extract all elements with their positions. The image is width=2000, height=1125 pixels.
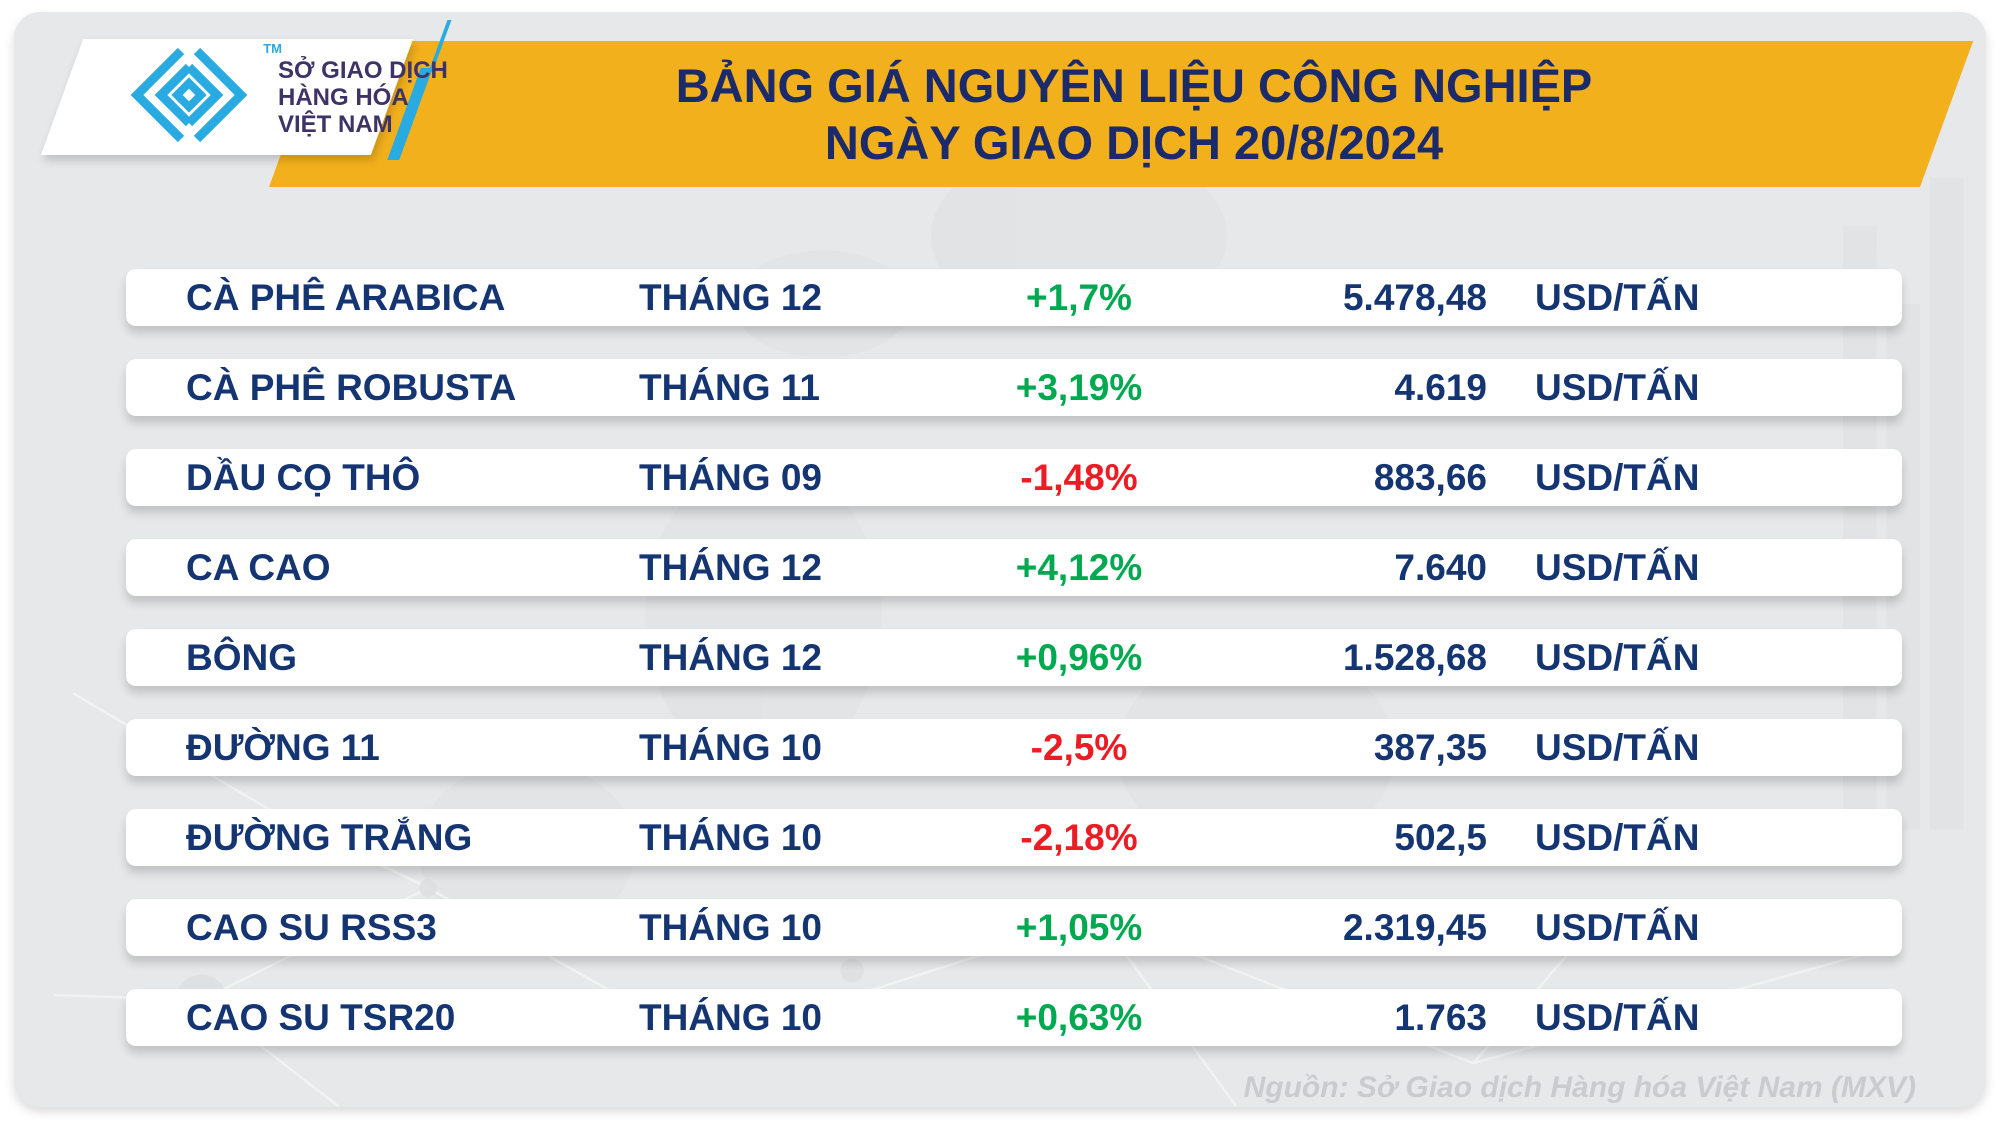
price-value: 502,5 [1394,816,1487,858]
price-unit: USD/TẤN [1535,726,1700,768]
change-percent: -1,48% [1020,456,1138,498]
table-row: ĐƯỜNG 11 THÁNG 10 -2,5% 387,35 USD/TẤN [126,719,1902,776]
source-credit: Nguồn: Sở Giao dịch Hàng hóa Việt Nam (M… [1243,1071,1916,1104]
price-value: 1.763 [1394,996,1487,1038]
trademark-label: TM [263,40,282,56]
table-row: BÔNG THÁNG 12 +0,96% 1.528,68 USD/TẤN [126,629,1902,686]
commodity-name: ĐƯỜNG TRẮNG [186,816,473,858]
contract-month: THÁNG 12 [639,276,822,318]
price-unit: USD/TẤN [1535,366,1700,408]
commodity-name: CÀ PHÊ ROBUSTA [186,366,517,408]
contract-month: THÁNG 12 [639,636,822,678]
price-unit: USD/TẤN [1535,636,1700,678]
price-unit: USD/TẤN [1535,456,1700,498]
price-unit: USD/TẤN [1535,906,1700,948]
commodity-name: CAO SU TSR20 [186,996,456,1038]
table-row: CAO SU RSS3 THÁNG 10 +1,05% 2.319,45 USD… [126,899,1902,956]
contract-month: THÁNG 12 [639,546,822,588]
commodity-name: BÔNG [186,636,297,678]
price-unit: USD/TẤN [1535,996,1700,1038]
table-row: CÀ PHÊ ROBUSTA THÁNG 11 +3,19% 4.619 USD… [126,359,1902,416]
mxv-logo: TM SỞ GIAO DỊCH HÀNG HÓA VIỆT NAM [62,39,448,155]
price-value: 2.319,45 [1342,906,1487,948]
change-percent: +0,96% [1015,636,1143,678]
commodity-name: CAO SU RSS3 [186,906,437,948]
contract-month: THÁNG 10 [639,726,822,768]
change-percent: +1,05% [1015,906,1143,948]
price-unit: USD/TẤN [1535,816,1700,858]
commodity-name: DẦU CỌ THÔ [186,456,421,498]
table-row: ĐƯỜNG TRẮNG THÁNG 10 -2,18% 502,5 USD/TẤ… [126,809,1902,866]
price-rows: CÀ PHÊ ARABICA THÁNG 12 +1,7% 5.478,48 U… [126,269,1902,1079]
change-percent: -2,18% [1020,816,1138,858]
price-unit: USD/TẤN [1535,546,1700,588]
price-value: 387,35 [1373,726,1487,768]
commodity-name: CÀ PHÊ ARABICA [186,276,506,318]
contract-month: THÁNG 09 [639,456,822,498]
mxv-logo-icon: TM [114,41,282,150]
contract-month: THÁNG 11 [639,366,820,408]
price-value: 883,66 [1373,456,1487,498]
table-row: CÀ PHÊ ARABICA THÁNG 12 +1,7% 5.478,48 U… [126,269,1902,326]
page-title: BẢNG GIÁ NGUYÊN LIỆU CÔNG NGHIỆP NGÀY GI… [314,41,1954,187]
price-value: 5.478,48 [1342,276,1487,318]
commodity-name: CA CAO [186,546,331,588]
contract-month: THÁNG 10 [639,996,822,1038]
content-canvas: TM SỞ GIAO DỊCH HÀNG HÓA VIỆT NAM BẢNG G… [14,12,1986,1107]
page-title-line2: NGÀY GIAO DỊCH 20/8/2024 [824,116,1444,169]
table-row: CA CAO THÁNG 12 +4,12% 7.640 USD/TẤN [126,539,1902,596]
mxv-logo-plate: TM SỞ GIAO DỊCH HÀNG HÓA VIỆT NAM [40,39,448,155]
page-title-line1: BẢNG GIÁ NGUYÊN LIỆU CÔNG NGHIỆP [675,59,1593,112]
price-value: 1.528,68 [1342,636,1487,678]
price-value: 4.619 [1394,366,1487,408]
change-percent: -2,5% [1030,726,1128,768]
change-percent: +4,12% [1015,546,1143,588]
change-percent: +0,63% [1015,996,1143,1038]
price-value: 7.640 [1394,546,1487,588]
table-row: DẦU CỌ THÔ THÁNG 09 -1,48% 883,66 USD/TẤ… [126,449,1902,506]
price-unit: USD/TẤN [1535,276,1700,318]
change-percent: +3,19% [1015,366,1143,408]
change-percent: +1,7% [1026,276,1132,318]
table-row: CAO SU TSR20 THÁNG 10 +0,63% 1.763 USD/T… [126,989,1902,1046]
contract-month: THÁNG 10 [639,816,822,858]
commodity-name: ĐƯỜNG 11 [186,726,380,768]
contract-month: THÁNG 10 [639,906,822,948]
